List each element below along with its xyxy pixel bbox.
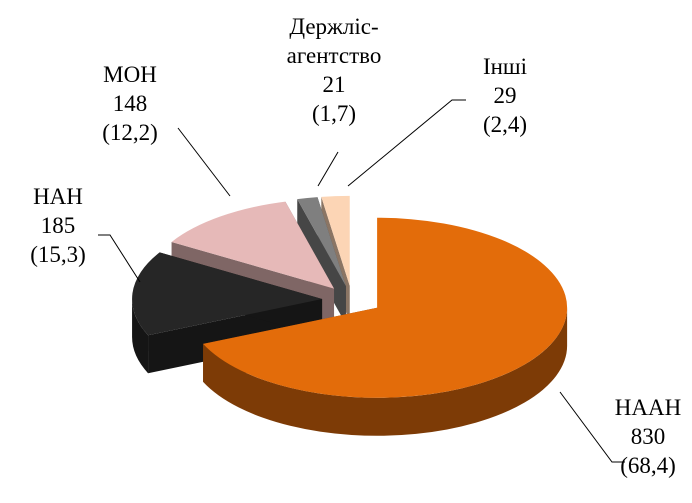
- slice: [132, 252, 323, 374]
- label-share: (2,4): [482, 112, 528, 137]
- slice: [132, 252, 323, 336]
- label-share: (68,4): [620, 453, 676, 478]
- slice: [171, 201, 335, 289]
- label-name: НААН: [614, 395, 682, 420]
- data-label: Інші 29 (2,4): [483, 52, 527, 139]
- slices: [132, 195, 568, 436]
- leader-line: [559, 391, 625, 463]
- leader-lines: [98, 99, 625, 463]
- slice: [297, 197, 346, 287]
- slice: [203, 217, 568, 398]
- data-label: Держліс- агентство 21 (1,7): [287, 12, 382, 128]
- label-value: 148: [112, 91, 148, 116]
- label-name: МОН: [103, 62, 157, 87]
- leader-line: [317, 151, 339, 187]
- label-value: 185: [40, 213, 76, 238]
- label-name: Інші: [482, 54, 528, 79]
- leader-line: [98, 234, 141, 283]
- leader-line: [177, 127, 231, 197]
- label-share: (1,7): [311, 101, 357, 126]
- data-label: МОН 148 (12,2): [102, 60, 158, 147]
- leader-line: [347, 99, 466, 187]
- label-name: Держліс- агентство: [286, 14, 382, 68]
- label-name: НАН: [33, 184, 83, 209]
- label-share: (12,2): [102, 120, 158, 145]
- data-label: НААН 830 (68,4): [615, 393, 681, 480]
- label-value: 830: [630, 424, 666, 449]
- slice: [203, 217, 568, 436]
- slice: [321, 195, 350, 286]
- label-share: (15,3): [30, 242, 86, 267]
- slice-side: [132, 299, 149, 374]
- label-value: 21: [322, 72, 346, 97]
- label-value: 29: [493, 83, 517, 108]
- data-label: НАН 185 (15,3): [30, 182, 86, 269]
- slice-side: [203, 307, 568, 436]
